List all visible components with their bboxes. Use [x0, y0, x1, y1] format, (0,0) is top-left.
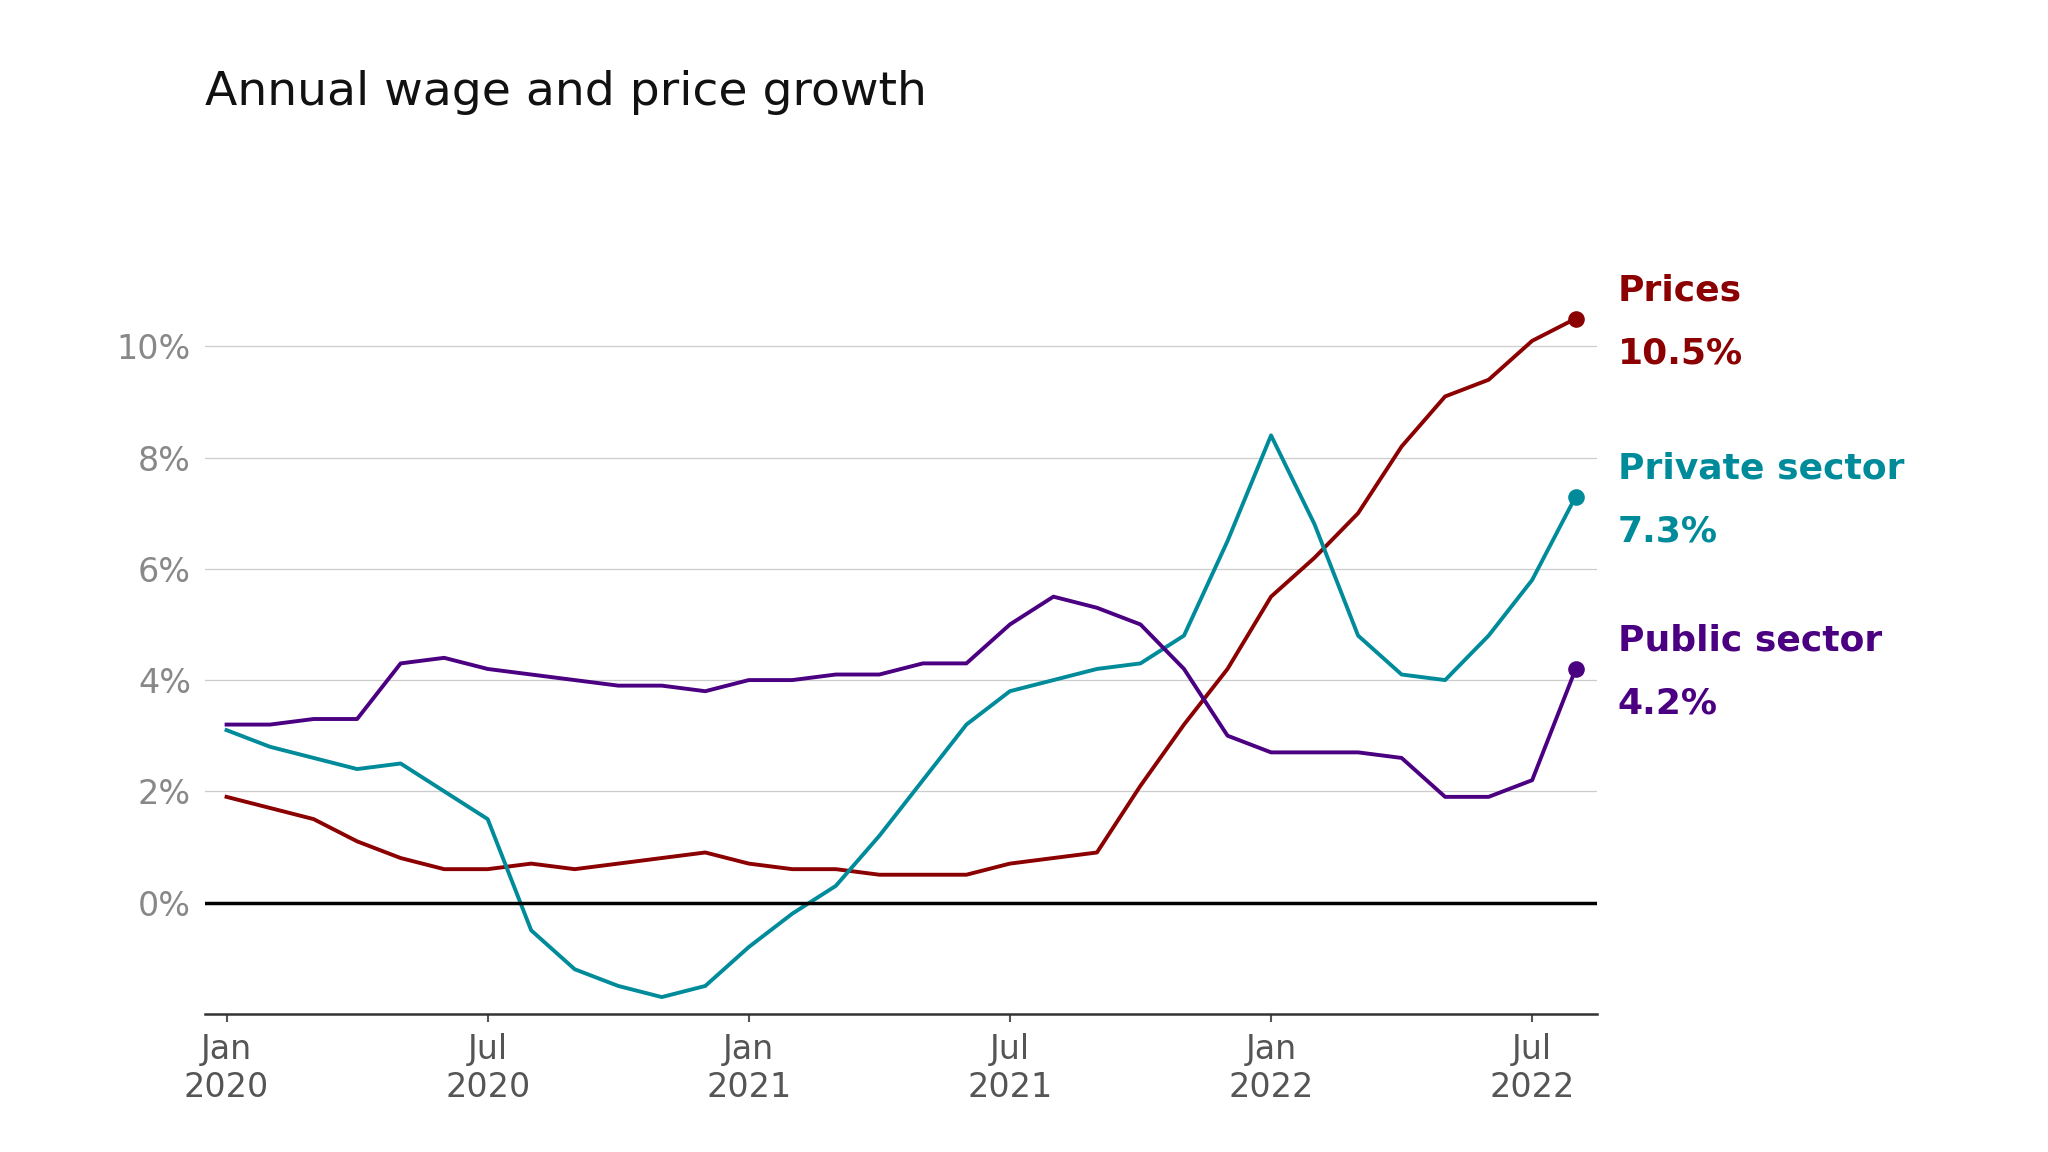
Text: Private sector: Private sector: [1618, 452, 1905, 485]
Point: [1559, 660, 1591, 679]
Point: [1559, 310, 1591, 328]
Text: 10.5%: 10.5%: [1618, 336, 1743, 371]
Text: Prices: Prices: [1618, 273, 1743, 308]
Text: Annual wage and price growth: Annual wage and price growth: [205, 70, 926, 115]
Text: 4.2%: 4.2%: [1618, 687, 1718, 721]
Point: [1559, 487, 1591, 506]
Text: 7.3%: 7.3%: [1618, 515, 1718, 548]
Text: Public sector: Public sector: [1618, 623, 1882, 658]
